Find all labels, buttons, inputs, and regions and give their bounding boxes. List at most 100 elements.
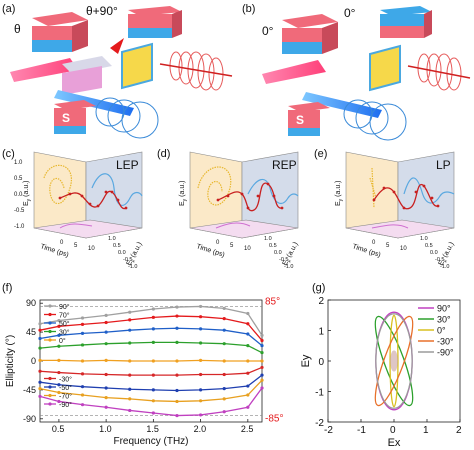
data-point	[246, 384, 250, 388]
data-point	[57, 370, 61, 375]
legend-marker	[48, 402, 52, 406]
data-point	[57, 344, 61, 348]
axis3d-ztick: -1.0	[440, 264, 449, 270]
axis3d-xtick: 0	[372, 240, 376, 246]
legend-label: 90°	[437, 304, 451, 314]
legend-label: 30°	[59, 329, 70, 337]
x-axis-label: Frequency (THz)	[113, 436, 188, 447]
helix-red-a	[159, 51, 233, 91]
data-point	[175, 314, 179, 318]
panel-label-g: (g)	[312, 282, 326, 294]
legend-label: 0°	[437, 326, 446, 336]
data-point	[222, 342, 226, 346]
axis3d-ytick: 1.0	[14, 160, 23, 166]
data-point	[260, 359, 264, 363]
axis3d-ztick: 0.0	[274, 250, 282, 256]
data-point	[38, 346, 42, 350]
axis3d-zlabel-main: E	[438, 259, 447, 267]
block-bottom-b: S	[288, 102, 330, 136]
axis3d-zlabel-sub: x	[442, 258, 449, 263]
data-point	[80, 372, 85, 376]
legend-label: -50°	[59, 384, 72, 392]
axis3d-xtick: 10	[400, 246, 407, 252]
data-point	[80, 316, 85, 320]
axis3d-xtick: 0	[216, 240, 220, 246]
data-point	[175, 305, 179, 309]
data-point	[151, 373, 155, 377]
data-point	[260, 343, 264, 348]
data-point	[260, 378, 264, 382]
data-point	[128, 341, 132, 345]
axis3d-ylabel-sub: y	[338, 198, 344, 201]
legend: 90°30°0°-30°-90°	[418, 304, 454, 358]
axis3d-ylabel-unit: (a.u.)	[335, 180, 342, 196]
panel-c-3d	[33, 151, 143, 239]
axis3d-ztick: -0.5	[435, 257, 444, 263]
data-point	[57, 358, 61, 362]
legend-label: -30°	[59, 376, 72, 384]
data-point	[38, 394, 42, 398]
data-point	[246, 359, 250, 363]
red-beam-b	[262, 60, 326, 84]
polarization-ellipse	[374, 315, 414, 407]
data-point	[222, 410, 226, 414]
red-beam-a	[10, 58, 78, 82]
axis3d-ylabel-sub: y	[26, 198, 32, 201]
annotation-label: -85°	[265, 414, 283, 425]
data-point	[57, 318, 61, 323]
data-point	[175, 399, 179, 404]
polarization-ellipse	[375, 313, 413, 409]
ellipticity-chart: 85° -85° 0.5 1.0 1.5 2.0 2.5 90 45 0 -45 -90 Frequen…	[5, 296, 283, 447]
axis3d-zlabel-sub: x	[286, 258, 293, 263]
panel-e-3d	[345, 151, 455, 239]
axis3d-ylabel: Ey (a.u.)	[335, 180, 344, 206]
y-tick-label: 0	[31, 356, 36, 366]
data-point	[198, 341, 203, 345]
mode-label-c: LEP	[116, 158, 139, 172]
block-top-b1	[282, 14, 338, 54]
legend-label: 0°	[59, 337, 66, 345]
y-tick-label: 45	[26, 327, 36, 337]
data-point	[80, 331, 85, 335]
data-point	[38, 387, 42, 391]
data-point	[246, 322, 250, 326]
angle-label-a-right: θ+90°	[86, 4, 118, 18]
axis3d-ylabel-unit: (a.u.)	[179, 180, 186, 196]
data-point	[80, 385, 85, 389]
y-tick-label: -2	[315, 418, 324, 429]
data-point	[38, 336, 42, 341]
schematic-b: S	[262, 6, 471, 141]
data-point	[38, 328, 42, 332]
sample-plate-b	[369, 44, 401, 92]
x-tick-label: -1	[357, 425, 366, 436]
y-tick-label: 90	[26, 298, 36, 308]
axis3d-ytick: -1.0	[14, 224, 25, 230]
legend-label: -90°	[437, 348, 454, 358]
axis3d-zlabel-main: E	[282, 259, 291, 267]
data-point	[80, 403, 85, 407]
y-tick-label: 0	[318, 357, 324, 368]
data-point	[222, 328, 226, 332]
axis3d-ztick: -1.0	[128, 264, 137, 270]
panel-label-f: (f)	[2, 282, 13, 294]
data-point	[175, 413, 179, 418]
legend-marker	[48, 304, 52, 308]
data-point	[198, 304, 203, 309]
axis3d-ztick: -0.5	[279, 257, 288, 263]
angle-label-b-left: 0°	[262, 24, 274, 38]
y-tick-label: -90	[23, 414, 36, 424]
series-line	[40, 359, 262, 362]
series-line	[39, 387, 263, 417]
x-tick-label: 1.5	[146, 424, 159, 434]
series-line	[39, 341, 263, 354]
block-top-a1	[32, 12, 88, 52]
legend-marker	[48, 385, 52, 389]
data-point	[104, 320, 108, 325]
data-point	[246, 343, 250, 348]
axis3d-ztick: 0.5	[113, 243, 121, 249]
legend-marker	[48, 393, 52, 398]
data-point	[175, 326, 179, 330]
axis3d-ytick: 0.0	[14, 192, 23, 198]
axis3d-xtick: 5	[386, 243, 390, 249]
block-top-a2	[128, 6, 182, 38]
